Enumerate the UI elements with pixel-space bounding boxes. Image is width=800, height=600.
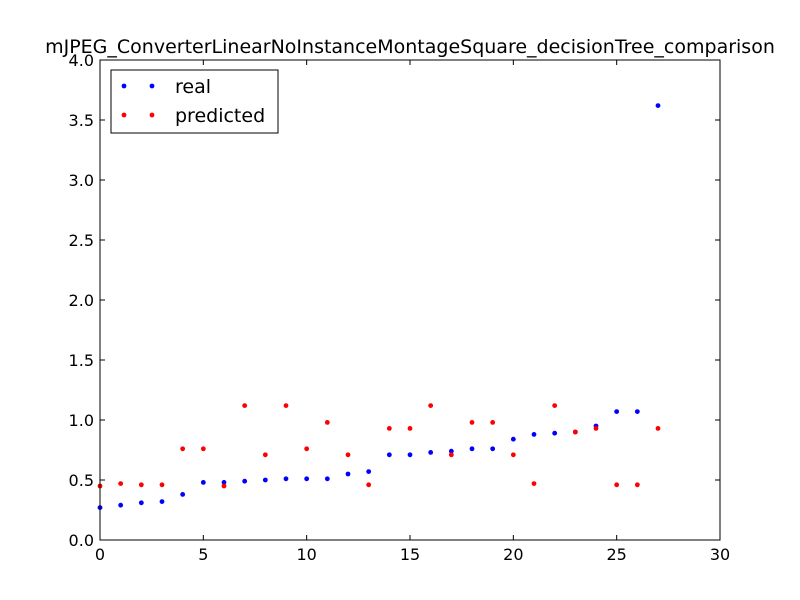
data-point-predicted [283,403,289,408]
data-point-real [221,480,227,485]
data-point-real [242,478,248,484]
data-point-predicted [407,426,413,431]
data-point-predicted [242,403,248,408]
data-point-real [428,450,434,455]
legend-marker-predicted [149,112,155,118]
data-point-predicted [490,420,496,425]
data-point-predicted [345,452,351,458]
data-point-predicted [428,403,434,408]
y-tick-label: 2.0 [69,291,94,310]
y-tick-label: 4.0 [69,51,94,70]
data-points [97,103,661,510]
data-point-real [345,471,351,477]
data-point-predicted [634,482,640,488]
data-point-real [407,452,413,458]
data-point-real [634,409,640,414]
data-point-real [490,446,496,452]
legend-marker-real [121,83,127,89]
y-tick-label: 0.5 [69,471,94,490]
data-point-real [448,448,454,454]
data-point-predicted [366,482,372,488]
data-point-predicted [572,429,578,435]
data-point-predicted [510,452,516,458]
y-tick-label: 1.0 [69,411,94,430]
data-point-predicted [159,482,165,488]
data-point-real [262,477,268,483]
data-point-predicted [221,483,227,489]
legend-label-predicted: predicted [175,105,265,127]
data-point-real [324,476,330,482]
data-point-real [180,492,186,497]
legend-marker-real [149,83,155,89]
x-tick-label: 15 [400,545,420,564]
x-tick-label: 20 [503,545,523,564]
data-point-real [531,432,537,437]
x-tick-label: 10 [296,545,316,564]
y-tick-label: 2.5 [69,231,94,250]
data-point-real [200,480,206,485]
y-tick-label: 3.5 [69,111,94,130]
data-point-real [614,409,620,414]
x-tick-label: 25 [606,545,626,564]
data-point-predicted [118,481,124,486]
data-point-predicted [386,426,392,431]
chart-title: mJPEG_ConverterLinearNoInstanceMontageSq… [45,36,775,58]
y-axis-ticks: 0.0 0.5 1.0 1.5 2.0 2.5 3.0 3.5 4.0 [69,51,720,550]
y-tick-label: 3.0 [69,171,94,190]
plot-frame [99,59,721,541]
y-tick-label: 0.0 [69,531,94,550]
data-point-predicted [655,426,661,431]
legend-box [110,69,279,134]
data-point-predicted [180,446,186,452]
data-point-real [655,103,661,108]
data-point-predicted [200,446,206,452]
data-point-real [304,476,310,482]
legend-marker-predicted [121,112,127,118]
data-point-real [159,499,165,504]
data-point-real [386,452,392,458]
data-point-predicted [593,426,599,431]
data-point-predicted [614,482,620,488]
x-tick-label: 0 [95,545,105,564]
data-point-predicted [324,420,330,425]
data-point-real [552,430,558,436]
data-point-predicted [531,481,537,486]
data-point-real [469,446,475,452]
data-point-predicted [304,446,310,452]
data-point-predicted [138,482,144,488]
data-point-real [510,436,516,442]
data-point-real [366,469,372,474]
y-tick-label: 1.5 [69,351,94,370]
data-point-predicted [469,420,475,425]
legend: real predicted [110,69,279,134]
x-tick-label: 5 [198,545,208,564]
x-tick-label: 30 [710,545,730,564]
data-point-real [138,500,144,506]
data-point-predicted [552,403,558,408]
x-axis-ticks: 0 5 10 15 20 25 30 [95,60,730,564]
data-point-real [283,476,289,482]
data-point-predicted [448,452,454,458]
legend-label-real: real [175,76,211,98]
data-point-predicted [262,452,268,458]
data-point-real [118,502,124,508]
